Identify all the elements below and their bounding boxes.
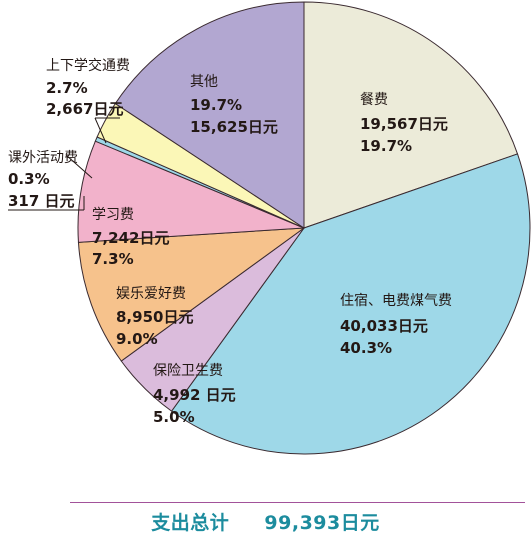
- pie-slice-3: [77, 227, 306, 362]
- label-hobby-amount: 8,950日元: [116, 308, 193, 326]
- pie-slice-4: [77, 140, 305, 243]
- label-housing-percent: 40.3%: [340, 339, 392, 357]
- total-label: 支出总计: [151, 512, 230, 534]
- label-study-percent: 7.3%: [92, 250, 134, 268]
- leader-lines: [8, 117, 120, 211]
- label-commute: 上下学交通费 2.7% 2,667日元: [46, 57, 130, 118]
- label-food-amount: 19,567日元: [360, 115, 448, 133]
- label-insurance-percent: 5.0%: [153, 408, 195, 426]
- label-food: 餐费 19,567日元 19.7%: [360, 92, 448, 155]
- label-insurance: 保险卫生费 4,992 日元 5.0%: [153, 363, 236, 426]
- label-hobby-percent: 9.0%: [116, 330, 158, 348]
- total-value: 99,393日元: [264, 512, 380, 534]
- label-insurance-amount: 4,992 日元: [153, 386, 236, 404]
- label-other-percent: 19.7%: [190, 96, 242, 114]
- label-study-amount: 7,242日元: [92, 229, 169, 247]
- pie-slice-0: [303, 1, 519, 229]
- total-divider: [70, 502, 525, 503]
- pie-slice-1: [170, 153, 531, 455]
- label-housing: 住宿、电费煤气费 40,033日元 40.3%: [340, 292, 452, 357]
- leader-line-commute: [94, 117, 107, 144]
- label-activities-amount: 317 日元: [8, 192, 75, 210]
- label-activities: 课外活动费 0.3% 317 日元: [8, 150, 78, 210]
- label-commute-name: 上下学交通费: [46, 57, 130, 74]
- label-housing-name: 住宿、电费煤气费: [340, 292, 452, 309]
- leader-line-activities: [65, 154, 93, 179]
- pie-slices: [77, 1, 531, 455]
- label-other-name: 其他: [190, 74, 218, 90]
- label-other-amount: 15,625日元: [190, 118, 278, 136]
- label-commute-amount: 2,667日元: [46, 100, 123, 118]
- label-activities-name: 课外活动费: [8, 150, 78, 166]
- label-food-name: 餐费: [360, 92, 388, 108]
- label-food-percent: 19.7%: [360, 137, 412, 155]
- label-activities-percent: 0.3%: [8, 170, 50, 188]
- label-housing-amount: 40,033日元: [340, 317, 428, 335]
- label-hobby: 娱乐爱好费 8,950日元 9.0%: [116, 286, 193, 348]
- label-commute-percent: 2.7%: [46, 79, 88, 97]
- label-study: 学习费 7,242日元 7.3%: [92, 207, 169, 268]
- total-row: 支出总计 99,393日元: [0, 508, 531, 535]
- label-other: 其他 19.7% 15,625日元: [190, 74, 278, 136]
- label-hobby-name: 娱乐爱好费: [116, 286, 186, 302]
- label-insurance-name: 保险卫生费: [153, 363, 223, 379]
- pie-slice-7: [114, 1, 305, 229]
- label-study-name: 学习费: [92, 207, 134, 223]
